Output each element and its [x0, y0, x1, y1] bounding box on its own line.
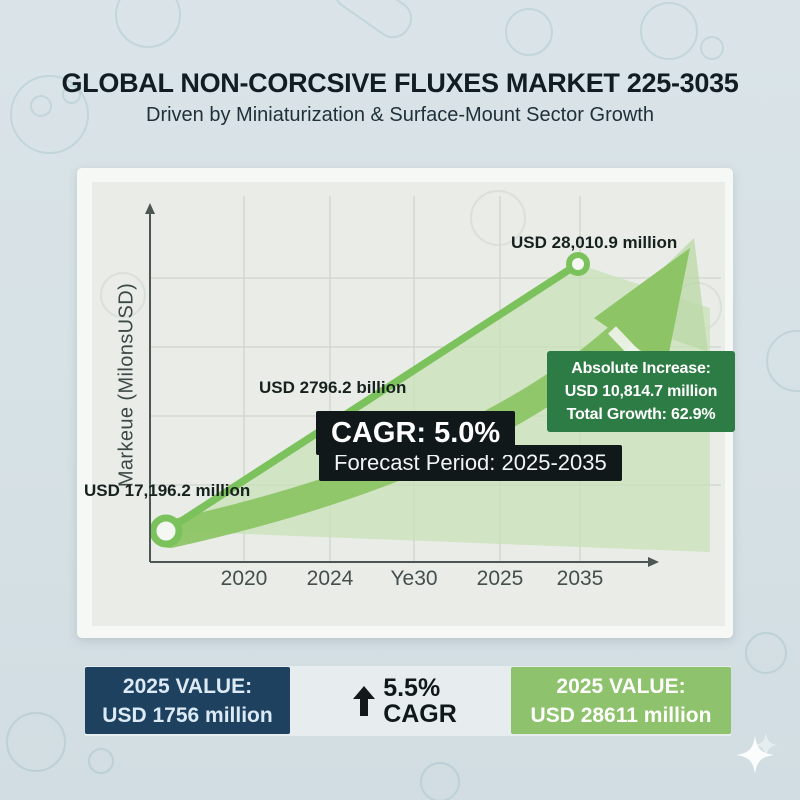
x-tick-2025: 2025: [476, 567, 524, 590]
up-arrow-icon: [353, 685, 376, 716]
footer-cagr-value: 5.5%: [383, 673, 441, 702]
x-tick-2020: 2020: [220, 567, 268, 590]
background-doodle: [700, 36, 724, 60]
background-doodle: [100, 272, 146, 318]
background-doodle: [420, 762, 460, 800]
y-axis-label: Markeue (MilonsUSD): [115, 282, 138, 488]
background-doodle: [640, 2, 698, 60]
footer-left-title: 2025 VALUE:: [122, 674, 253, 698]
sparkle-icon: [736, 732, 778, 774]
background-doodle: [10, 75, 89, 154]
background-doodle: [115, 0, 181, 48]
footer-cagr-label: CAGR: [383, 699, 457, 728]
x-tick-2035: 2035: [556, 567, 604, 590]
x-tick-2024: 2024: [306, 567, 354, 590]
background-doodle: [470, 190, 526, 246]
background-doodle: [6, 712, 66, 772]
background-doodle: [505, 8, 553, 56]
absolute-increase-callout: Absolute Increase: USD 10,814.7 million …: [547, 351, 735, 432]
background-doodle: [672, 282, 722, 332]
background-doodle: [766, 330, 800, 392]
footer-left-value: USD 1756 million: [102, 703, 273, 727]
midline-label: USD 2796.2 billion: [259, 378, 407, 397]
footer-right-value: USD 28611 million: [530, 703, 712, 727]
page-subtitle: Driven by Miniaturization & Surface-Moun…: [146, 104, 654, 126]
footer-2025-value-box: 2025 VALUE: USD 1756 million: [85, 667, 290, 734]
end-point-label: USD 28,010.9 million: [511, 233, 678, 252]
background-doodle: [326, 0, 420, 46]
background-doodle: [88, 748, 114, 774]
absolute-increase-value: USD 10,814.7 million: [564, 383, 718, 400]
total-growth-value: Total Growth: 62.9%: [566, 406, 716, 423]
footer-right-title: 2025 VALUE:: [556, 674, 686, 698]
cagr-callout-line1: CAGR: 5.0%: [316, 411, 516, 455]
start-point-label: USD 17,196.2 million: [84, 481, 251, 500]
background-doodle: [745, 632, 787, 674]
page-title: GLOBAL NON-CORCSIVE FLUXES MARKET 225-30…: [61, 68, 739, 98]
x-tick-ye30: Ye30: [390, 567, 438, 590]
footer-2035-value-box: 2025 VALUE: USD 28611 million: [511, 667, 731, 734]
background-doodle: [30, 95, 52, 117]
background-doodle: [62, 85, 81, 104]
absolute-increase-title: Absolute Increase:: [571, 360, 711, 377]
footer-cagr-group: 5.5% CAGR: [340, 667, 470, 734]
